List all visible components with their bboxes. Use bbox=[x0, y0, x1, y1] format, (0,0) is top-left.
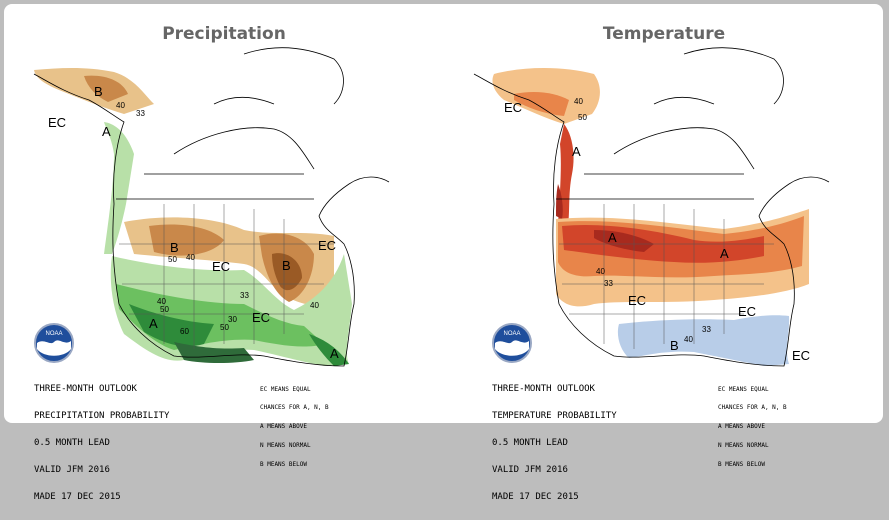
pnw-above-deep bbox=[556, 184, 563, 219]
b-label-alaska: B bbox=[94, 84, 103, 99]
contour-50-north: 50 bbox=[168, 255, 177, 264]
legend-line: B MEANS BELOW bbox=[260, 461, 307, 469]
contour-33-northern: 33 bbox=[604, 279, 613, 288]
alaska-above-mid bbox=[514, 92, 569, 116]
ec-label-aleutians: EC bbox=[504, 100, 522, 115]
caption-line: VALID JFM 2016 bbox=[34, 465, 110, 475]
temperature-map: EC 40 50 A A A 40 33 EC EC 40 33 B EC NO… bbox=[473, 47, 830, 367]
legend-line: N MEANS NORMAL bbox=[718, 442, 769, 450]
a-label-florida: A bbox=[330, 346, 339, 361]
contour-50-south: 50 bbox=[160, 305, 169, 314]
contour-60-south: 60 bbox=[180, 327, 189, 336]
legend-line: A MEANS ABOVE bbox=[718, 423, 765, 431]
caption-line: 0.5 MONTH LEAD bbox=[34, 438, 110, 448]
b-label-north: B bbox=[170, 240, 179, 255]
caption-line: TEMPERATURE PROBABILITY bbox=[492, 411, 617, 421]
contour-40-alaska: 40 bbox=[116, 101, 125, 110]
ec-label-south: EC bbox=[252, 310, 270, 325]
contour-50-southcentral: 50 bbox=[220, 323, 229, 332]
b-label-greatlakes: B bbox=[282, 258, 291, 273]
legend-line: N MEANS NORMAL bbox=[260, 442, 311, 450]
caption-line: MADE 17 DEC 2015 bbox=[34, 492, 121, 502]
noaa-logo-icon: NOAA bbox=[34, 323, 74, 363]
contour-40-south: 40 bbox=[157, 297, 166, 306]
temperature-legend: EC MEANS EQUAL CHANCES FOR A, N, B A MEA… bbox=[718, 374, 787, 481]
contour-40-north: 40 bbox=[186, 253, 195, 262]
a-label-pnw: A bbox=[572, 144, 581, 159]
political-boundaries bbox=[33, 47, 390, 367]
legend-line: B MEANS BELOW bbox=[718, 461, 765, 469]
a-label-northwest: A bbox=[608, 230, 617, 245]
precipitation-panel: Precipitation bbox=[4, 4, 444, 502]
caption-line: THREE-MONTH OUTLOOK bbox=[34, 384, 137, 394]
legend-line: A MEANS ABOVE bbox=[260, 423, 307, 431]
contour-40-alaska: 40 bbox=[574, 97, 583, 106]
political-boundaries bbox=[473, 47, 830, 367]
ec-label-northeast: EC bbox=[318, 238, 336, 253]
contour-50-alaska: 50 bbox=[578, 113, 587, 122]
b-label-south: B bbox=[670, 338, 679, 353]
temperature-caption: THREE-MONTH OUTLOOK TEMPERATURE PROBABIL… bbox=[492, 367, 617, 520]
precipitation-title: Precipitation bbox=[162, 24, 286, 44]
noaa-logo-text: NOAA bbox=[503, 331, 520, 337]
ec-label-alaska: EC bbox=[48, 115, 66, 130]
legend-line: EC MEANS EQUAL bbox=[718, 385, 769, 393]
contour-33-alaska: 33 bbox=[136, 109, 145, 118]
alaska-below-core bbox=[84, 75, 128, 102]
legend-line: CHANCES FOR A, N, B bbox=[260, 404, 329, 412]
contour-40-southeast: 40 bbox=[310, 301, 319, 310]
precipitation-caption: THREE-MONTH OUTLOOK PRECIPITATION PROBAB… bbox=[34, 367, 169, 520]
caption-line: PRECIPITATION PROBABILITY bbox=[34, 411, 170, 421]
temperature-panel: Temperature bbox=[444, 4, 884, 502]
noaa-logo-icon: NOAA bbox=[492, 323, 532, 363]
north-below-mid-west bbox=[149, 224, 224, 256]
temperature-title: Temperature bbox=[602, 24, 726, 44]
caption-line: VALID JFM 2016 bbox=[492, 465, 568, 475]
noaa-logo-text: NOAA bbox=[45, 331, 62, 337]
contour-33-south: 33 bbox=[702, 325, 711, 334]
caption-line: THREE-MONTH OUTLOOK bbox=[492, 384, 595, 394]
ec-label-central: EC bbox=[212, 259, 230, 274]
a-label-south: A bbox=[149, 316, 158, 331]
ec-label-central: EC bbox=[628, 293, 646, 308]
precipitation-map: EC B 40 33 A B 50 40 EC B EC 33 40 50 A … bbox=[33, 47, 390, 367]
pnw-above-region bbox=[104, 122, 134, 254]
legend-line: EC MEANS EQUAL bbox=[260, 385, 311, 393]
contour-33-central: 33 bbox=[240, 291, 249, 300]
precipitation-legend: EC MEANS EQUAL CHANCES FOR A, N, B A MEA… bbox=[260, 374, 329, 481]
florida-above-core bbox=[309, 334, 349, 366]
a-label-greatlakes: A bbox=[720, 246, 729, 261]
ec-label-florida: EC bbox=[792, 348, 810, 363]
a-label-pnw: A bbox=[102, 124, 111, 139]
outlook-frame: Precipitation bbox=[4, 4, 884, 502]
north-above-deep bbox=[594, 230, 654, 252]
south-below-region bbox=[617, 315, 790, 366]
ec-label-southeast: EC bbox=[738, 304, 756, 319]
greatlakes-below-core bbox=[272, 253, 302, 291]
contour-40-northern: 40 bbox=[596, 267, 605, 276]
caption-line: MADE 17 DEC 2015 bbox=[492, 492, 579, 502]
legend-line: CHANCES FOR A, N, B bbox=[718, 404, 787, 412]
contour-30-southcentral: 30 bbox=[228, 315, 237, 324]
contour-40-south: 40 bbox=[684, 335, 693, 344]
south-above-core bbox=[129, 304, 214, 347]
caption-line: 0.5 MONTH LEAD bbox=[492, 438, 568, 448]
